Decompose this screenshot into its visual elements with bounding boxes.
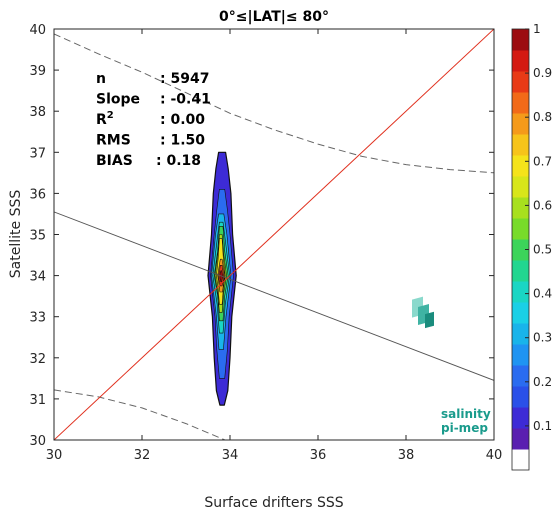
colorbar-segment — [512, 71, 529, 93]
regression-line — [54, 211, 494, 381]
colorbar-segment — [512, 449, 529, 471]
colorbar-tick-label: 1 — [533, 22, 541, 36]
colorbar-tick-label: 0.2 — [533, 375, 552, 389]
y-axis-label: Satellite SSS — [8, 190, 24, 279]
salinity-pi-mep-logo: salinity pi-mep — [412, 296, 491, 435]
colorbar-tick-label: 0.5 — [533, 243, 552, 257]
y-tick-label: 35 — [29, 229, 46, 244]
density-contours — [207, 151, 237, 406]
colorbar-segment — [512, 407, 529, 429]
x-axis: 30 32 34 36 38 40 — [46, 29, 503, 463]
x-tick-label: 38 — [398, 448, 415, 463]
stat-name: RMS — [96, 133, 131, 149]
logo-line-1: salinity — [441, 407, 491, 421]
y-tick-label: 40 — [29, 23, 46, 38]
dashed-upper-curve — [54, 33, 494, 174]
colorbar-segment — [512, 155, 529, 177]
stat-value: : -0.41 — [160, 92, 211, 108]
stat-value: : 5947 — [160, 71, 209, 87]
colorbar-tick-label: 0.6 — [533, 198, 552, 212]
x-axis-label: Surface drifters SSS — [204, 495, 343, 511]
colorbar: 0.1 0.2 0.3 0.4 0.5 0.6 0.7 0.8 0.9 1 — [511, 22, 552, 471]
x-tick-label: 36 — [310, 448, 327, 463]
plot-area — [53, 28, 495, 441]
colorbar-segment — [512, 365, 529, 387]
stat-value: : 1.50 — [160, 133, 205, 149]
colorbar-segment — [512, 281, 529, 303]
colorbar-segment — [512, 218, 529, 240]
y-tick-label: 39 — [29, 64, 46, 79]
stat-name: BIAS — [96, 153, 133, 169]
y-axis: 30 31 32 33 34 35 36 37 38 39 40 — [29, 23, 494, 449]
colorbar-segment — [512, 323, 529, 345]
colorbar-segment — [512, 428, 529, 450]
y-tick-label: 33 — [29, 311, 46, 326]
colorbar-segment — [512, 386, 529, 408]
x-tick-label: 40 — [486, 448, 503, 463]
colorbar-tick-label: 0.1 — [533, 419, 552, 433]
stat-value: : 0.00 — [160, 112, 205, 128]
colorbar-segment — [512, 176, 529, 198]
colorbar-tick-label: 0.9 — [533, 66, 552, 80]
colorbar-segment — [512, 260, 529, 282]
stat-name: n — [96, 71, 106, 87]
x-tick-label: 34 — [222, 448, 239, 463]
reference-lines — [54, 29, 494, 440]
colorbar-tick-label: 0.7 — [533, 154, 552, 168]
y-tick-label: 38 — [29, 105, 46, 120]
colorbar-tick-label: 0.3 — [533, 331, 552, 345]
colorbar-tick-label: 0.4 — [533, 287, 552, 301]
stat-value: : 0.18 — [156, 153, 201, 169]
colorbar-segment — [512, 134, 529, 156]
y-tick-label: 36 — [29, 187, 46, 202]
colorbar-segment — [512, 197, 529, 219]
colorbar-segment — [512, 344, 529, 366]
colorbar-segment — [512, 113, 529, 135]
colorbar-segment — [512, 302, 529, 324]
y-tick-label: 32 — [29, 352, 46, 367]
identity-line — [54, 29, 494, 440]
y-tick-label: 34 — [29, 270, 46, 285]
logo-block-3 — [425, 311, 434, 329]
dashed-lower-curve — [54, 389, 227, 440]
y-tick-label: 31 — [29, 393, 46, 408]
colorbar-segment — [512, 50, 529, 72]
colorbar-segment — [512, 29, 529, 51]
logo-line-2: pi-mep — [441, 421, 488, 435]
y-tick-label: 37 — [29, 146, 46, 161]
colorbar-segment — [512, 92, 529, 114]
x-tick-label: 30 — [46, 448, 63, 463]
y-tick-label: 30 — [29, 434, 46, 449]
colorbar-tick-label: 0.8 — [533, 110, 552, 124]
colorbar-segment — [512, 239, 529, 261]
chart-title: 0°≤|LAT|≤ 80° — [219, 9, 329, 25]
x-tick-label: 32 — [134, 448, 151, 463]
stat-name: Slope — [96, 92, 140, 108]
